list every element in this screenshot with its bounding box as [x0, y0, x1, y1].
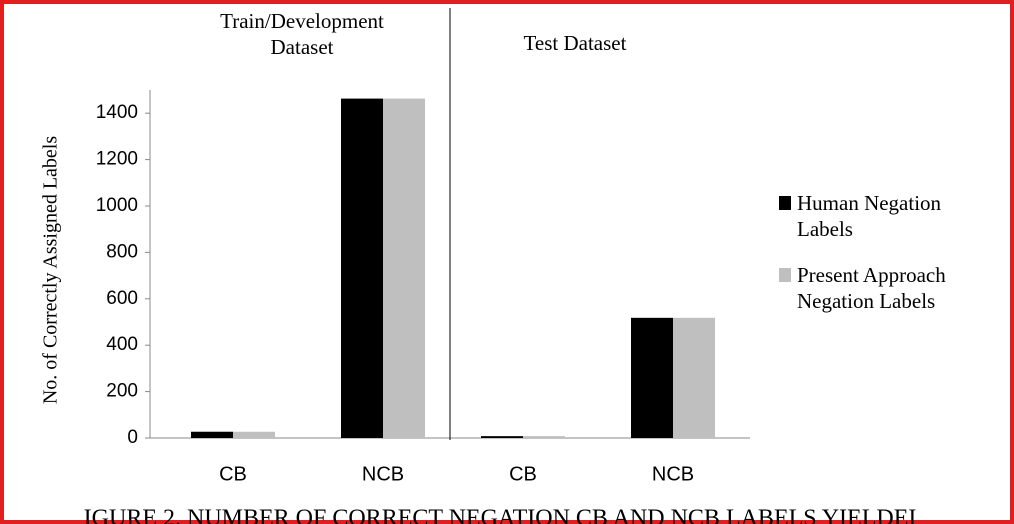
y-tick-label: 400	[106, 334, 138, 355]
group-label: Train/Development Dataset	[220, 9, 384, 59]
y-tick-label: 800	[106, 241, 138, 262]
y-axis-title: No. of Correctly Assigned Labels	[40, 136, 62, 404]
x-tick-label: NCB	[362, 463, 404, 485]
y-tick-label: 1200	[96, 149, 138, 170]
bar	[631, 317, 673, 438]
bar	[481, 436, 523, 438]
legend-label: Human Negation Labels	[797, 191, 942, 241]
legend-swatch	[779, 268, 791, 282]
legend-swatch	[779, 196, 791, 210]
y-tick-label: 1400	[96, 102, 138, 123]
y-tick-label: 600	[106, 288, 138, 309]
x-tick-label: CB	[219, 463, 247, 485]
x-tick-label: NCB	[652, 463, 694, 485]
y-tick-label: 0	[127, 427, 138, 448]
bar	[383, 98, 425, 439]
x-tick-label: CB	[509, 463, 537, 485]
bar	[523, 436, 565, 438]
y-tick-label: 200	[106, 381, 138, 402]
bar	[191, 431, 233, 438]
bar	[233, 431, 275, 438]
caption: IGURE 2. NUMBER OF CORRECT NEGATION CB A…	[84, 506, 917, 524]
bar	[673, 317, 715, 438]
bar	[341, 98, 383, 439]
y-tick-label: 1000	[96, 195, 138, 216]
group-label: Test Dataset	[523, 31, 627, 55]
legend-label: Present Approach Negation Labels	[797, 263, 946, 313]
